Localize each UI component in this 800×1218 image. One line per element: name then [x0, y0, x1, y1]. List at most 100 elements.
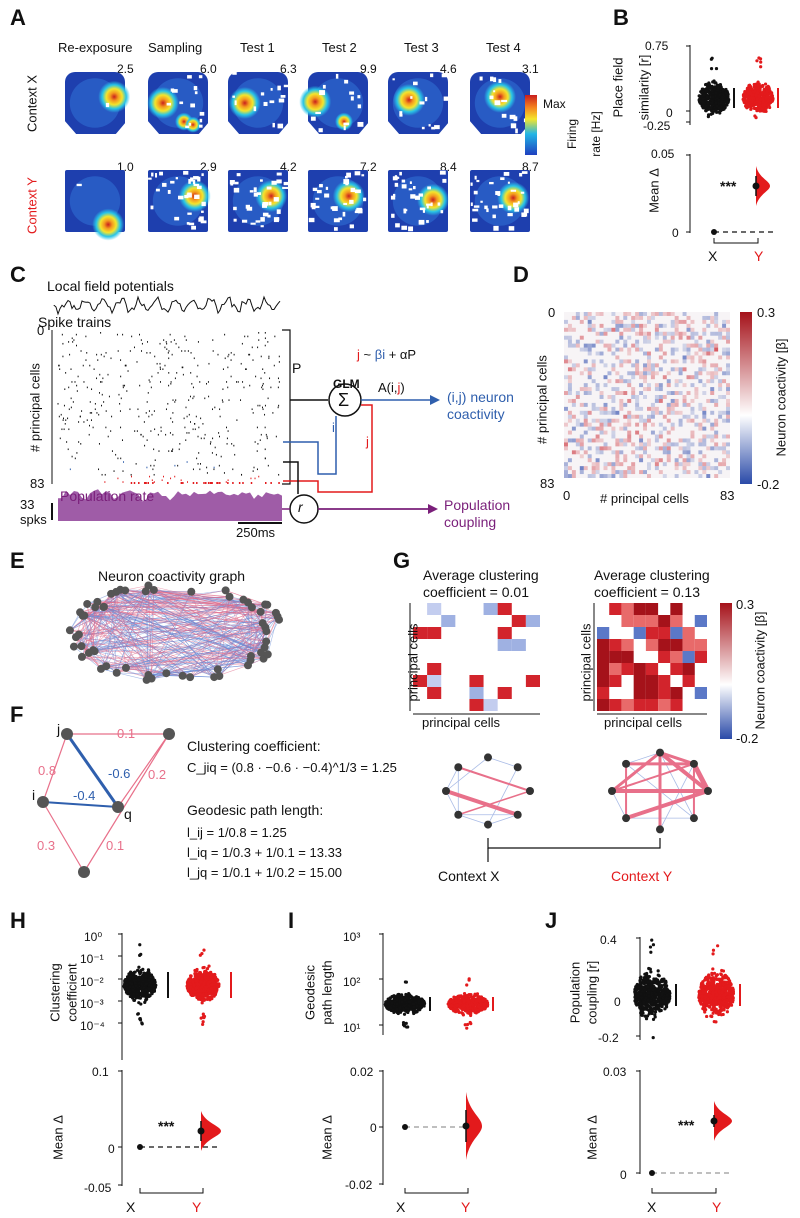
- map-unvisited-bin: [308, 217, 315, 223]
- mean-difference-point: [752, 182, 760, 190]
- graph-edge: [75, 636, 251, 661]
- matrix-cell: [658, 387, 663, 392]
- map-unvisited-bin: [188, 222, 195, 226]
- map-unvisited-bin: [325, 186, 329, 190]
- matrix-cell: [706, 339, 711, 344]
- matrix-cell: [564, 442, 568, 447]
- swarm-point: [745, 87, 750, 91]
- matrix-cell: [603, 418, 608, 423]
- map-corner-mask: [147, 120, 160, 135]
- map-hotspot: [255, 180, 288, 213]
- map-unvisited-bin: [426, 205, 429, 209]
- graph-node: [121, 586, 130, 595]
- graph-node: [149, 585, 158, 594]
- swarm-point: [212, 985, 216, 989]
- matrix-cell: [579, 422, 584, 427]
- map-unvisited-bin: [492, 214, 496, 219]
- swarm-point: [208, 980, 212, 984]
- map-unvisited-bin: [343, 122, 350, 126]
- matrix-cell: [567, 323, 572, 328]
- matrix-cell: [706, 474, 711, 478]
- i-neuron-line: [283, 416, 337, 475]
- matrix-cell: [571, 450, 576, 455]
- matrix-cell: [587, 375, 592, 380]
- matrix-cell: [710, 319, 715, 324]
- swarm-point: [145, 997, 149, 1001]
- graph-edge-strong: [625, 789, 709, 821]
- small-matrix-cell: [597, 699, 610, 711]
- swarm-point: [195, 967, 199, 972]
- matrix-cell: [575, 395, 580, 399]
- swarm-point: [192, 983, 196, 987]
- matrix-cell: [635, 371, 640, 376]
- swarm-point: [752, 82, 756, 87]
- graph-edge: [145, 591, 280, 621]
- matrix-cell: [690, 406, 695, 411]
- swarm-point: [146, 970, 150, 975]
- matrix-cell: [595, 434, 600, 439]
- matrix-cell: [564, 391, 568, 395]
- matrix-cell: [603, 474, 608, 478]
- graph-node: [247, 603, 256, 612]
- matrix-cell: [670, 398, 675, 403]
- matrix-cell: [694, 395, 699, 399]
- matrix-cell: [647, 454, 651, 459]
- map-unvisited-bin: [199, 124, 203, 128]
- matrix-cell: [686, 470, 691, 475]
- map-corner-mask: [115, 122, 126, 135]
- bootstrap-distribution: [756, 166, 770, 206]
- matrix-cell: [615, 470, 620, 475]
- swarm-point: [388, 996, 392, 1001]
- map-unvisited-bin: [199, 111, 205, 116]
- matrix-cell: [611, 426, 616, 431]
- small-matrix-cell: [645, 675, 659, 687]
- swarm-point: [717, 106, 721, 110]
- matrix-cell: [595, 462, 600, 467]
- matrix-cell: [682, 347, 687, 352]
- matrix-cell: [615, 319, 620, 324]
- matrix-cell: [662, 323, 667, 328]
- peak-rate-label: 2.5: [117, 62, 134, 76]
- place-field-map: [148, 170, 211, 232]
- swarm-point: [189, 974, 193, 978]
- matrix-cell: [635, 430, 640, 435]
- matrix-cell: [607, 474, 612, 478]
- matrix-cell: [643, 363, 647, 368]
- map-unvisited-bin: [344, 79, 349, 84]
- matrix-cell: [650, 414, 655, 419]
- map-unvisited-bin: [428, 124, 431, 127]
- swarm-outlier: [404, 1021, 408, 1025]
- matrix-cell: [654, 398, 659, 403]
- matrix-cell: [647, 355, 651, 360]
- matrix-cell: [579, 347, 584, 352]
- small-matrix-cell: [670, 699, 683, 711]
- matrix-cell: [619, 442, 624, 447]
- matrix-cell: [583, 466, 588, 471]
- matrix-cell: [658, 422, 663, 427]
- graph-edge: [125, 589, 155, 668]
- small-matrix-cell: [511, 615, 526, 627]
- graph-node: [454, 810, 463, 819]
- swarm-point: [208, 998, 212, 1002]
- graph-node: [210, 673, 219, 682]
- matrix-cell: [603, 430, 608, 435]
- map-unvisited-bin: [399, 113, 403, 117]
- graph-node: [513, 810, 522, 819]
- swarm-point: [701, 100, 705, 104]
- swarm-point: [199, 980, 203, 984]
- map-unvisited-bin: [245, 204, 251, 209]
- map-unvisited-bin: [263, 101, 268, 107]
- graph-edge-strong: [458, 790, 531, 816]
- matrix-cell: [710, 379, 715, 384]
- map-unvisited-bin: [150, 205, 154, 210]
- small-matrix-cell: [658, 651, 671, 663]
- matrix-cell: [643, 422, 647, 427]
- map-unvisited-bin: [419, 207, 426, 211]
- matrix-cell: [587, 458, 592, 463]
- matrix-cell: [567, 414, 572, 419]
- matrix-cell: [615, 323, 620, 328]
- swarm-point: [209, 975, 213, 979]
- swarm-point: [715, 104, 719, 108]
- matrix-cell: [623, 312, 628, 316]
- small-matrix-cell: [633, 627, 646, 639]
